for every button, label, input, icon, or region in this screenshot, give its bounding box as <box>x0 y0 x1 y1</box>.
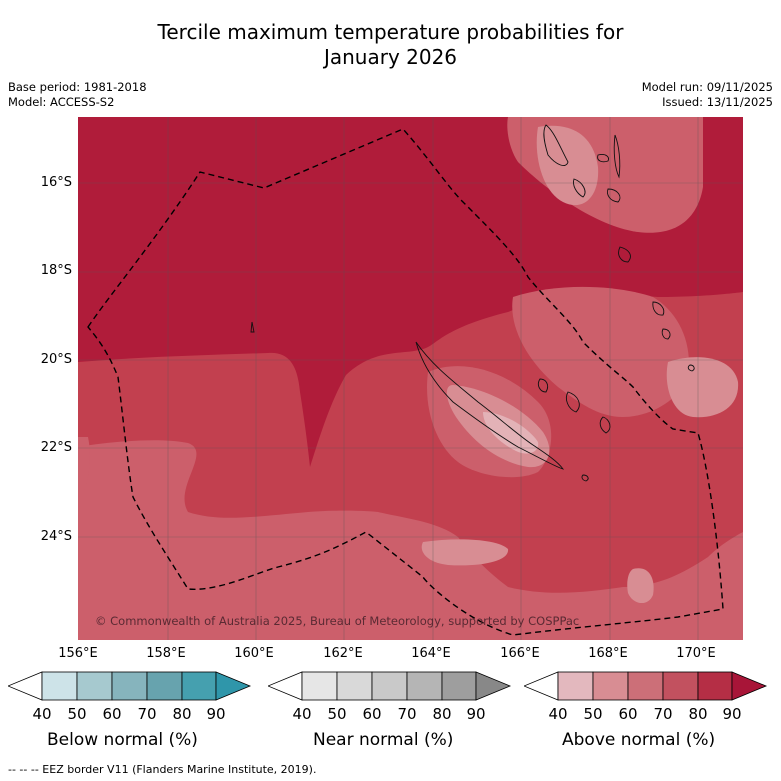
colorbar-above-swatch-1 <box>557 671 594 701</box>
matthew-island <box>652 301 665 316</box>
chart-title: Tercile maximum temperature probabilitie… <box>0 20 781 70</box>
tick-below-90: 90 <box>206 705 226 723</box>
lon-label-160e: 160°E <box>234 646 274 661</box>
tick-near-60: 60 <box>362 705 382 723</box>
colorbar-above-swatch-4 <box>662 671 699 701</box>
region-above-60-70 <box>78 440 743 640</box>
lon-label-170e: 170°E <box>676 646 716 661</box>
meta-right: Model run: 09/11/2025 Issued: 13/11/2025 <box>642 80 773 110</box>
tick-below-70: 70 <box>137 705 157 723</box>
tick-above-60: 60 <box>618 705 638 723</box>
issued-date: Issued: 13/11/2025 <box>662 95 773 109</box>
tick-near-70: 70 <box>397 705 417 723</box>
tick-below-80: 80 <box>172 705 192 723</box>
lat-label-22s: 22°S <box>40 440 72 455</box>
tick-above-80: 80 <box>688 705 708 723</box>
region-above-60-70-northeast <box>512 286 689 417</box>
loyalty-island-1 <box>537 378 549 393</box>
region-above-50-60-south <box>421 539 509 566</box>
colorbar-near-swatch-5 <box>441 671 477 701</box>
legend-title-above: Above normal (%) <box>562 730 716 750</box>
probability-map[interactable] <box>78 117 743 640</box>
colorbar-near-swatch-6 <box>475 671 512 701</box>
tick-below-40: 40 <box>32 705 52 723</box>
lon-label-156e: 156°E <box>58 646 98 661</box>
region-above-60-70-west <box>78 437 90 502</box>
legend-near-normal: 40 50 60 70 80 90 Near normal (%) <box>268 670 513 760</box>
lat-label-24s: 24°S <box>40 529 72 544</box>
colorbar-near-swatch-0 <box>268 671 303 701</box>
meta-left: Base period: 1981-2018 Model: ACCESS-S2 <box>8 80 147 110</box>
colorbar-below-swatch-3 <box>111 671 148 701</box>
lon-label-168e: 168°E <box>588 646 628 661</box>
colorbar-near-swatch-1 <box>301 671 338 701</box>
map-panel[interactable] <box>78 117 743 640</box>
region-above-50-60-east <box>666 357 739 418</box>
lon-label-164e: 164°E <box>411 646 451 661</box>
region-above-40-50 <box>483 412 539 454</box>
lon-label-158e: 158°E <box>146 646 186 661</box>
tick-below-60: 60 <box>102 705 122 723</box>
lon-label-166e: 166°E <box>500 646 540 661</box>
colorbar-below-swatch-2 <box>76 671 113 701</box>
chesterfield-island <box>250 321 255 333</box>
title-line-1: Tercile maximum temperature probabilitie… <box>157 20 624 44</box>
colorbar-below-swatch-6 <box>215 671 252 701</box>
model-name: Model: ACCESS-S2 <box>8 95 115 109</box>
tick-above-40: 40 <box>548 705 568 723</box>
colorbar-above-swatch-2 <box>592 671 629 701</box>
eez-border <box>87 128 724 636</box>
loyalty-island-2 <box>565 391 580 413</box>
colorbar-above-swatch-3 <box>627 671 664 701</box>
vanuatu-island-1 <box>597 154 609 163</box>
espiritu-santo-island <box>543 124 569 166</box>
region-above-50-60-southeast <box>627 568 654 604</box>
vanuatu-island-2 <box>613 134 621 179</box>
copyright-notice: © Commonwealth of Australia 2025, Bureau… <box>95 614 580 628</box>
tick-near-90: 90 <box>466 705 486 723</box>
tanna-island <box>618 246 631 263</box>
walpole-island <box>581 474 589 482</box>
colorbar-above-swatch-0 <box>524 671 559 701</box>
eez-footnote: -- -- -- EEZ border V11 (Flanders Marine… <box>8 763 317 776</box>
lat-label-18s: 18°S <box>40 263 72 278</box>
lat-label-16s: 16°S <box>40 175 72 190</box>
tick-near-80: 80 <box>432 705 452 723</box>
hunter-island <box>661 328 671 340</box>
title-line-2: January 2026 <box>323 45 458 69</box>
small-island <box>687 364 695 372</box>
base-period: Base period: 1981-2018 <box>8 80 147 94</box>
tick-above-50: 50 <box>583 705 603 723</box>
colorbar-below-swatch-4 <box>146 671 183 701</box>
malakula-island <box>573 178 586 198</box>
legend-title-near: Near normal (%) <box>313 730 454 750</box>
colorbar-near-normal <box>268 671 512 701</box>
new-caledonia-island <box>415 341 565 470</box>
colorbar-below-normal <box>8 671 252 701</box>
colorbar-below-swatch-5 <box>181 671 217 701</box>
legend-above-normal: 40 50 60 70 80 90 Above normal (%) <box>524 670 769 760</box>
loyalty-island-3 <box>599 416 611 434</box>
colorbar-above-swatch-5 <box>697 671 733 701</box>
legend-title-below: Below normal (%) <box>47 730 198 750</box>
legend-below-normal: 40 50 60 70 80 90 Below normal (%) <box>8 670 253 760</box>
tick-above-90: 90 <box>722 705 742 723</box>
tick-near-50: 50 <box>327 705 347 723</box>
colorbar-near-swatch-3 <box>371 671 408 701</box>
colorbar-below-swatch-0 <box>8 671 43 701</box>
colorbar-below-swatch-1 <box>41 671 78 701</box>
lon-label-162e: 162°E <box>323 646 363 661</box>
colorbar-near-swatch-4 <box>406 671 443 701</box>
colorbar-above-swatch-6 <box>731 671 768 701</box>
tick-above-70: 70 <box>653 705 673 723</box>
colorbar-above-normal <box>524 671 768 701</box>
lat-label-20s: 20°S <box>40 352 72 367</box>
tick-near-40: 40 <box>292 705 312 723</box>
tick-below-50: 50 <box>67 705 87 723</box>
islands <box>250 124 695 482</box>
colorbar-near-swatch-2 <box>336 671 373 701</box>
vanuatu-island-3 <box>607 188 621 203</box>
model-run: Model run: 09/11/2025 <box>641 80 773 94</box>
